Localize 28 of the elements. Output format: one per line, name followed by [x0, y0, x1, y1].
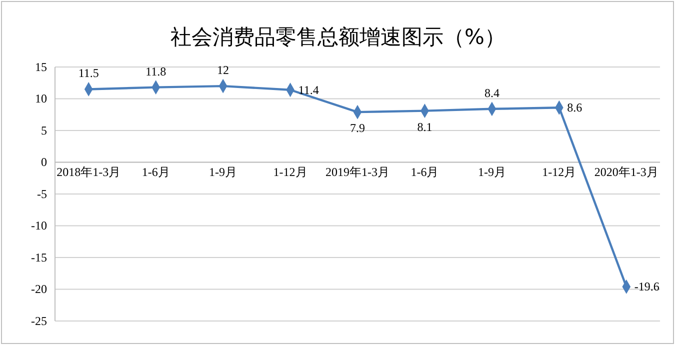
data-label: -19.6	[634, 280, 660, 294]
y-tick-label: -25	[31, 314, 47, 328]
y-tick-label: 5	[41, 123, 47, 138]
data-label: 8.4	[484, 86, 500, 100]
y-tick-label: -5	[37, 186, 47, 201]
y-tick-label: 15	[35, 60, 47, 74]
y-tick-label: -20	[31, 282, 47, 296]
x-tick-label: 1-12月	[273, 164, 308, 179]
chart-title: 社会消费品零售总额增速图示（%）	[170, 25, 506, 49]
data-label: 7.9	[350, 121, 365, 136]
data-label: 8.1	[417, 120, 432, 134]
x-tick-label: 1-9月	[478, 164, 506, 179]
data-label: 12	[217, 63, 230, 78]
x-tick-label: 1-9月	[209, 164, 238, 179]
x-tick-label: 1-6月	[142, 164, 170, 179]
x-tick-label: 2020年1-3月	[594, 164, 658, 179]
x-tick-label: 1-12月	[542, 164, 576, 179]
y-tick-label: 10	[35, 92, 47, 106]
x-tick-label: 2018年1-3月	[56, 164, 121, 179]
data-label: 11.5	[78, 66, 99, 80]
data-label: 8.6	[567, 100, 582, 115]
x-tick-label: 2019年1-3月	[326, 164, 390, 179]
data-label: 11.8	[146, 64, 166, 78]
x-tick-label: 1-6月	[410, 164, 439, 179]
y-tick-label: 0	[41, 155, 47, 170]
y-tick-label: -10	[31, 218, 47, 233]
y-tick-label: -15	[31, 250, 47, 264]
data-label: 11.4	[298, 82, 319, 97]
